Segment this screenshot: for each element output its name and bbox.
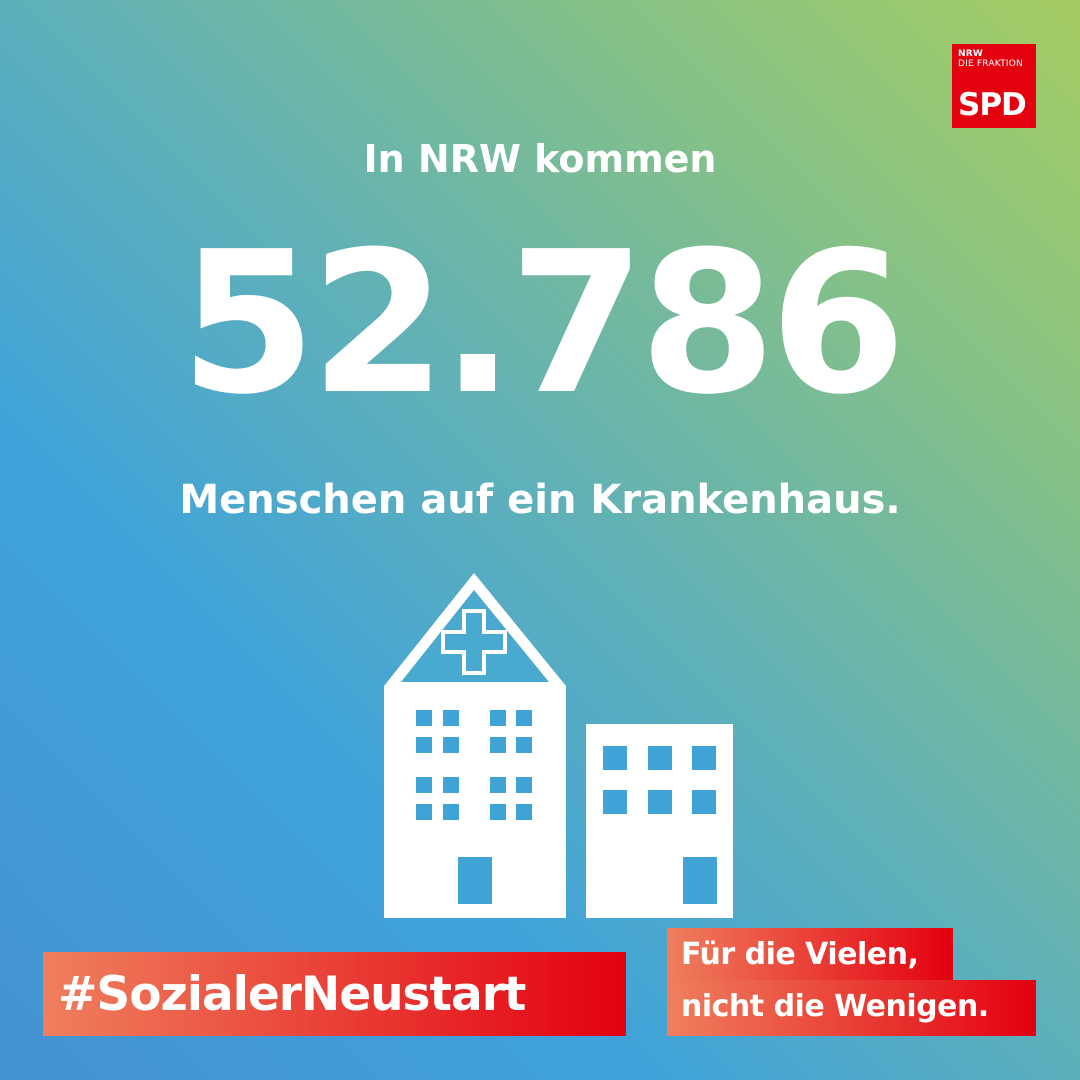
slogan-banner-line1: Für die Vielen, (667, 928, 953, 984)
side-building-door (683, 857, 717, 904)
logo-line-nrw: NRW (958, 49, 983, 59)
subline: Menschen auf ein Krankenhaus. (179, 477, 901, 523)
spd-logo: NRW DIE FRAKTION SPD (952, 44, 1036, 128)
side-building-windows (603, 746, 716, 814)
main-building-door (458, 857, 492, 904)
headline: In NRW kommen (363, 137, 717, 181)
slogan-line2-text: nicht die Wenigen. (681, 989, 989, 1024)
big-number: 52.786 (179, 210, 906, 438)
roof-cutout (401, 590, 549, 682)
slogan-line1-text: Für die Vielen, (681, 937, 919, 972)
main-building-windows (416, 710, 532, 820)
slogan-banner-line2: nicht die Wenigen. (667, 980, 1036, 1036)
cross-icon (441, 609, 507, 675)
hashtag-text: #SozialerNeustart (58, 967, 526, 1022)
logo-line-spd: SPD (958, 87, 1027, 123)
logo-line-fraktion: DIE FRAKTION (958, 59, 1023, 69)
hashtag-banner: #SozialerNeustart (43, 952, 626, 1036)
